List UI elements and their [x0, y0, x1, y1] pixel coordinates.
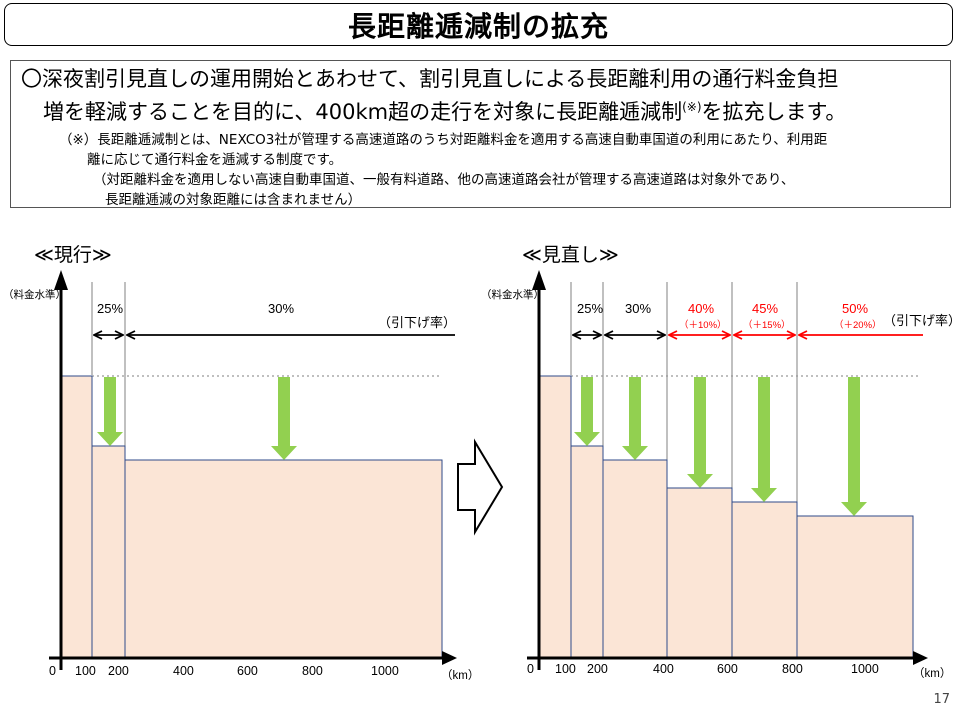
x-tick-600: 600 — [237, 664, 258, 678]
rate-caption: （引下げ率） — [378, 315, 456, 330]
green-down-arrows — [97, 377, 297, 460]
current-chart — [49, 270, 457, 670]
note-line-4: 長距離逓減の対象距離には含まれません） — [105, 192, 362, 208]
revised-section-label: ≪見直し≫ — [522, 244, 619, 266]
increment-label-20: （＋20%） — [834, 319, 882, 331]
summary-line-1: 〇深夜割引見直しの運用開始とあわせて、割引見直しによる長距離利用の通行料金負担 — [21, 67, 839, 91]
y-axis-label: （料金水準） — [481, 288, 544, 301]
x-tick-100: 100 — [75, 664, 96, 678]
note-line-1: （※）長距離逓減制とは、NEXCO3社が管理する高速道路のうち対距離料金を適用す… — [59, 132, 828, 148]
page-number: 17 — [933, 692, 950, 707]
revised-chart — [527, 270, 928, 670]
page-title: 長距離逓減制の拡充 — [347, 9, 609, 43]
summary-line-2: 増を軽減することを目的に、400km超の走行を対象に長距離逓減制(※)を拡充しま… — [21, 93, 940, 126]
summary-line-2-end: を拡充します。 — [701, 100, 847, 124]
rate-label-30: 30% — [268, 301, 294, 316]
rate-caption: （引下げ率） — [883, 313, 960, 328]
x-axis-unit: （km） — [441, 669, 479, 682]
x-tick-100: 100 — [555, 662, 576, 676]
down-arrow-icon — [687, 377, 713, 488]
down-arrow-icon — [751, 377, 777, 502]
x-tick-200: 200 — [108, 664, 129, 678]
page-title-box: 長距離逓減制の拡充 — [4, 3, 953, 46]
x-tick-800: 800 — [782, 662, 803, 676]
y-axis-arrow-icon — [54, 270, 68, 290]
x-tick-400: 400 — [173, 664, 194, 678]
increment-label-15: （＋15%） — [743, 319, 791, 331]
down-arrow-icon — [622, 377, 648, 460]
rate-label-25: 25% — [97, 301, 123, 316]
summary-line-2-text: 増を軽減することを目的に、400km超の走行を対象に長距離逓減制 — [43, 100, 683, 124]
rate-label-40: 40% — [688, 301, 714, 316]
x-axis-arrow-icon — [913, 651, 928, 665]
green-down-arrows — [574, 377, 867, 516]
x-tick-400: 400 — [653, 662, 674, 676]
x-tick-0: 0 — [49, 664, 56, 678]
x-tick-200: 200 — [587, 662, 608, 676]
down-arrow-icon — [841, 377, 867, 516]
rate-label-50: 50% — [842, 301, 868, 316]
x-tick-1000: 1000 — [371, 664, 399, 678]
bar-100-200 — [91, 445, 126, 659]
x-tick-0: 0 — [527, 662, 534, 676]
current-section-label: ≪現行≫ — [34, 244, 112, 266]
bar-200-plus — [124, 459, 443, 659]
increment-label-10: （＋10%） — [679, 319, 727, 331]
y-axis-arrow-icon — [532, 270, 546, 290]
note-line-3: （対距離料金を適用しない高速自動車国道、一般有料道路、他の高速道路会社が管理する… — [93, 172, 795, 188]
x-tick-1000: 1000 — [851, 662, 879, 676]
bar-800-plus — [796, 515, 914, 659]
summary-box: 〇深夜割引見直しの運用開始とあわせて、割引見直しによる長距離利用の通行料金負担 … — [10, 60, 951, 208]
x-axis-unit: （km） — [913, 667, 951, 680]
y-axis-label: （料金水準） — [3, 288, 66, 301]
rate-label-30: 30% — [625, 301, 651, 316]
x-tick-800: 800 — [302, 664, 323, 678]
bar-200-400 — [602, 459, 668, 659]
down-arrow-icon — [574, 377, 600, 446]
footnote-mark: (※) — [682, 100, 702, 114]
rate-label-45: 45% — [752, 301, 778, 316]
rate-label-25: 25% — [577, 301, 603, 316]
x-tick-600: 600 — [717, 662, 738, 676]
bar-0-100 — [60, 375, 93, 659]
transition-arrow-icon — [457, 438, 504, 536]
bar-400-600 — [666, 487, 733, 659]
bar-100-200 — [570, 445, 604, 659]
down-arrow-icon — [97, 377, 123, 446]
bar-600-800 — [731, 501, 798, 659]
note-line-2: 離に応じて通行料金を逓減する制度です。 — [87, 152, 343, 168]
down-arrow-icon — [271, 377, 297, 460]
x-axis-arrow-icon — [442, 651, 457, 665]
bar-0-100 — [538, 375, 572, 659]
